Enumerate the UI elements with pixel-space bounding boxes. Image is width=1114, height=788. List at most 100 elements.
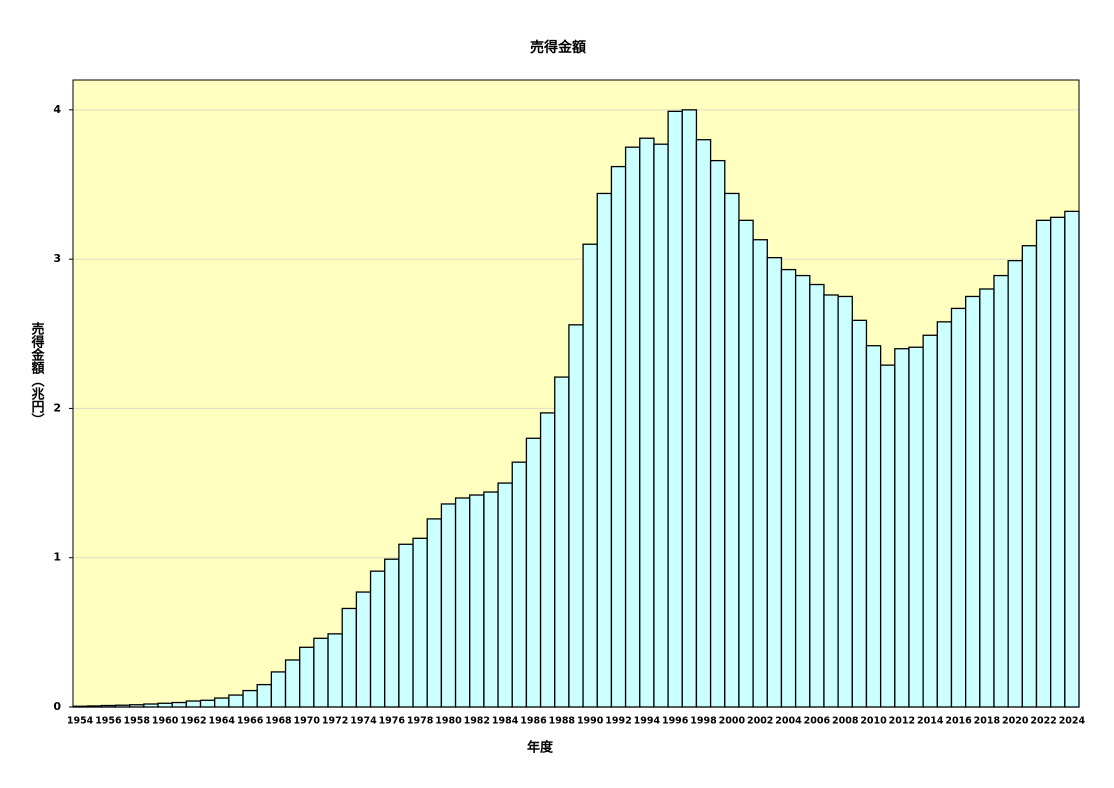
bar bbox=[709, 159, 726, 708]
plot-frame bbox=[72, 79, 1080, 708]
bar bbox=[724, 192, 740, 708]
x-tick-label: 2010 bbox=[860, 716, 887, 727]
bar bbox=[299, 646, 315, 708]
bar bbox=[270, 671, 287, 708]
y-axis-title: 売得金額（兆円） bbox=[29, 321, 46, 426]
bar bbox=[412, 537, 428, 708]
bar bbox=[554, 376, 570, 708]
bar bbox=[355, 591, 372, 708]
x-tick-label: 1990 bbox=[577, 716, 604, 727]
x-tick-label: 2016 bbox=[945, 716, 972, 727]
bar bbox=[667, 110, 683, 708]
y-tick-label: 3 bbox=[53, 252, 61, 265]
x-tick-label: 1966 bbox=[237, 716, 264, 727]
bar bbox=[454, 497, 471, 708]
bar bbox=[525, 437, 542, 708]
x-tick-label: 1980 bbox=[435, 716, 462, 727]
bar bbox=[1050, 216, 1066, 708]
x-tick-label: 2006 bbox=[804, 716, 831, 727]
bar bbox=[313, 637, 329, 708]
bar bbox=[440, 503, 457, 708]
x-tick-label: 1988 bbox=[549, 716, 576, 727]
bar bbox=[228, 694, 244, 708]
x-tick-label: 2022 bbox=[1030, 716, 1056, 727]
bar bbox=[695, 139, 712, 708]
x-tick-label: 2018 bbox=[974, 716, 1001, 727]
bar bbox=[483, 491, 499, 708]
bar bbox=[823, 294, 839, 708]
x-tick-label: 2024 bbox=[1059, 716, 1086, 727]
chart-title: 売得金額 bbox=[530, 39, 586, 56]
x-tick-label: 1996 bbox=[662, 716, 689, 727]
bar bbox=[879, 364, 896, 708]
bar bbox=[1007, 259, 1023, 708]
bar bbox=[950, 307, 967, 708]
x-tick-label: 1964 bbox=[209, 716, 236, 727]
bar bbox=[242, 689, 258, 708]
x-tick-label: 1992 bbox=[605, 716, 631, 727]
bar bbox=[596, 192, 613, 708]
x-tick-label: 2012 bbox=[889, 716, 915, 727]
bar bbox=[894, 348, 910, 708]
bar bbox=[865, 345, 882, 708]
x-tick-label: 1978 bbox=[407, 716, 434, 727]
bar bbox=[653, 143, 669, 708]
bar bbox=[199, 699, 216, 708]
x-tick-label: 1956 bbox=[95, 716, 122, 727]
bar bbox=[398, 543, 414, 708]
bar bbox=[780, 268, 797, 708]
bar bbox=[284, 659, 301, 708]
bar bbox=[681, 109, 698, 708]
x-tick-label: 1962 bbox=[180, 716, 206, 727]
x-tick-label: 1974 bbox=[350, 716, 377, 727]
bar bbox=[369, 570, 386, 708]
bar bbox=[185, 700, 202, 708]
bar bbox=[610, 165, 627, 708]
bar bbox=[426, 518, 443, 708]
x-tick-label: 2004 bbox=[775, 716, 802, 727]
bar bbox=[738, 219, 754, 708]
x-tick-label: 2002 bbox=[747, 716, 773, 727]
bar bbox=[794, 274, 811, 708]
bar bbox=[539, 412, 556, 708]
bar bbox=[809, 283, 825, 708]
bar bbox=[624, 146, 641, 708]
y-tick-label: 2 bbox=[53, 401, 61, 414]
bar bbox=[993, 274, 1009, 708]
bar bbox=[922, 334, 938, 708]
bar bbox=[908, 346, 924, 708]
bar bbox=[1035, 219, 1052, 708]
bar bbox=[582, 243, 598, 708]
bar bbox=[384, 558, 400, 708]
x-tick-label: 1972 bbox=[322, 716, 348, 727]
bar bbox=[568, 324, 584, 708]
y-tick-label: 0 bbox=[53, 700, 61, 713]
x-tick-label: 1984 bbox=[492, 716, 519, 727]
bar bbox=[341, 607, 358, 708]
bar bbox=[157, 702, 173, 708]
bar bbox=[497, 482, 513, 708]
x-tick-label: 1994 bbox=[634, 716, 661, 727]
bar bbox=[964, 295, 981, 708]
x-tick-label: 1958 bbox=[124, 716, 151, 727]
bar bbox=[327, 633, 343, 708]
y-tick-label: 4 bbox=[53, 103, 61, 116]
x-tick-label: 2000 bbox=[719, 716, 746, 727]
x-tick-label: 2014 bbox=[917, 716, 944, 727]
x-tick-label: 1970 bbox=[294, 716, 321, 727]
bar bbox=[1021, 245, 1038, 708]
bar bbox=[639, 137, 655, 708]
x-tick-label: 2020 bbox=[1002, 716, 1029, 727]
bar bbox=[214, 697, 230, 708]
x-tick-label: 1976 bbox=[379, 716, 406, 727]
bar bbox=[469, 494, 485, 708]
bar bbox=[851, 319, 868, 708]
x-tick-label: 2008 bbox=[832, 716, 859, 727]
x-tick-label: 1954 bbox=[67, 716, 94, 727]
bar bbox=[1064, 210, 1080, 708]
bar bbox=[837, 295, 853, 708]
x-tick-label: 1960 bbox=[152, 716, 179, 727]
bar bbox=[752, 239, 768, 708]
bar bbox=[936, 321, 953, 708]
